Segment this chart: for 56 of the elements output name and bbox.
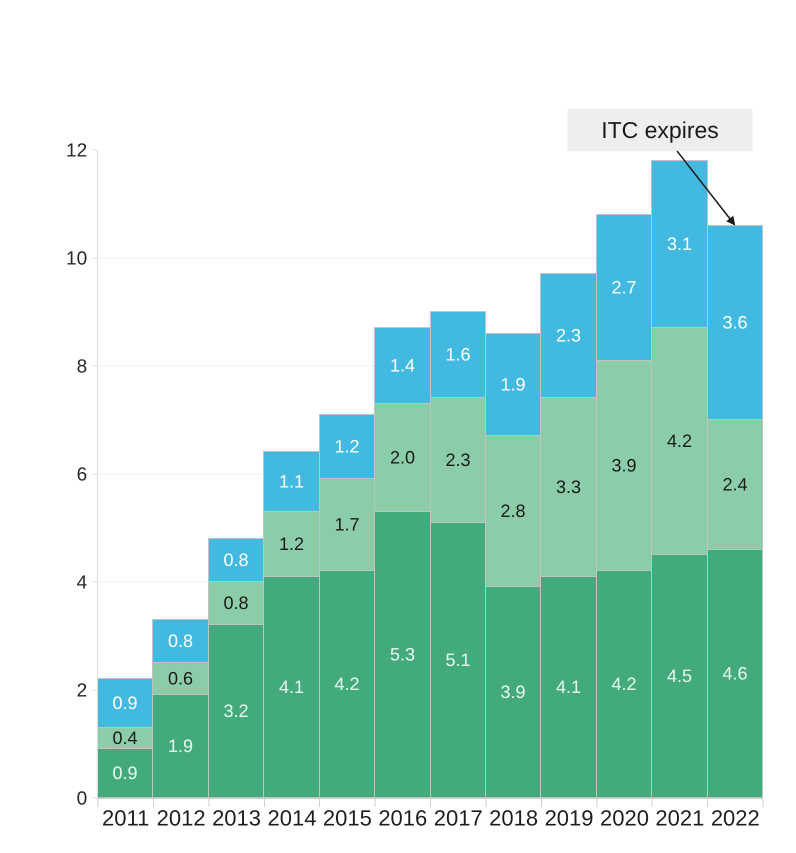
data-label: 5.1 [445, 650, 471, 670]
data-label: 4.1 [556, 677, 582, 697]
x-tick-label: 2012 [156, 805, 206, 830]
data-label: 0.6 [168, 668, 194, 688]
data-label: 0.9 [112, 763, 138, 783]
data-label: 0.4 [112, 728, 138, 748]
x-tick-label: 2016 [378, 805, 428, 830]
data-label: 2.3 [445, 450, 471, 470]
data-label: 1.1 [278, 472, 304, 492]
data-label: 1.7 [334, 514, 360, 534]
data-label: 4.2 [334, 674, 360, 694]
x-tick-label: 2022 [710, 805, 760, 830]
data-label: 4.2 [666, 431, 692, 451]
data-label: 2.8 [500, 501, 526, 521]
y-tick-label: 6 [76, 464, 88, 486]
y-tick-label: 2 [76, 680, 88, 702]
data-label: 1.2 [334, 436, 360, 456]
data-label: 3.9 [500, 682, 526, 702]
x-tick-label: 2013 [212, 805, 262, 830]
data-label: 2.7 [611, 278, 637, 298]
data-label: 1.6 [445, 344, 471, 364]
x-tick-label: 2021 [655, 805, 704, 830]
x-tick-label: 2015 [322, 805, 372, 830]
x-tick-label: 2018 [489, 805, 538, 830]
y-tick-label: 12 [66, 140, 88, 162]
data-label: 0.8 [168, 631, 194, 651]
y-tick-label: 8 [76, 356, 88, 378]
data-label: 0.8 [223, 550, 249, 570]
x-tick-label: 2020 [600, 805, 649, 830]
data-label: 4.5 [666, 666, 692, 686]
data-label: 1.2 [278, 534, 304, 554]
y-tick-label: 4 [76, 572, 88, 594]
data-label: 1.9 [500, 374, 526, 394]
x-tick-label: 2014 [267, 805, 316, 830]
data-label: 4.1 [278, 677, 304, 697]
y-tick-label: 0 [76, 788, 88, 810]
data-label: 3.6 [722, 312, 748, 332]
data-label: 3.2 [223, 701, 249, 721]
data-label: 1.9 [168, 736, 194, 756]
data-label: 4.6 [722, 664, 748, 684]
annotation: ITC expires [601, 117, 719, 143]
x-tick-label: 2017 [434, 805, 483, 830]
data-label: 3.9 [611, 456, 637, 476]
y-tick-label: 10 [66, 248, 88, 270]
data-label: 3.1 [666, 234, 692, 254]
data-label: 5.3 [390, 644, 416, 664]
data-label: 0.8 [223, 593, 249, 613]
data-label: 4.2 [611, 674, 637, 694]
data-label: 2.0 [390, 448, 416, 468]
data-label: 3.3 [556, 477, 582, 497]
x-tick-label: 2011 [102, 805, 150, 830]
data-label: 2.4 [722, 474, 748, 494]
data-label: 0.9 [112, 693, 138, 713]
x-tick-label: 2019 [544, 805, 594, 830]
data-label: 1.4 [390, 356, 416, 376]
data-label: 2.3 [556, 326, 582, 346]
